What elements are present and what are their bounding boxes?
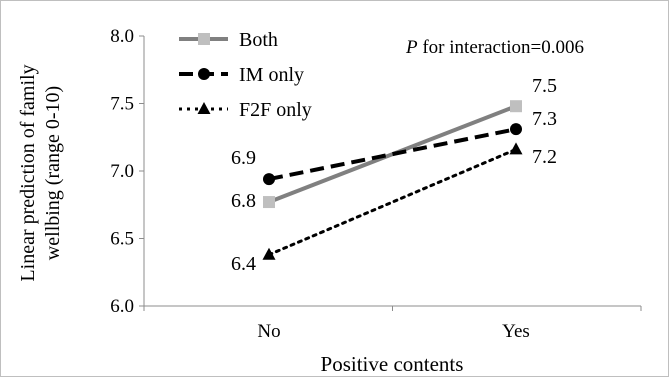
series-circle	[263, 123, 522, 186]
series-line	[268, 127, 517, 182]
interaction-annotation: P for interaction=0.006	[405, 37, 584, 58]
data-point-marker	[263, 196, 275, 209]
data-label: 7.5	[532, 75, 557, 97]
data-label: 7.3	[532, 108, 557, 130]
data-label: 6.9	[231, 147, 256, 169]
legend-item: F2F only	[179, 99, 312, 121]
data-label: 6.4	[231, 253, 256, 275]
legend-swatch-marker	[198, 33, 210, 45]
legend-label: F2F only	[239, 99, 312, 121]
x-tick-label: Yes	[502, 321, 530, 342]
data-labels: 6.8 7.5 6.9 7.3 6.4 7.2	[231, 75, 557, 275]
annotation-text: for interaction=0.006	[418, 37, 584, 58]
y-tick-label: 7.0	[110, 161, 134, 182]
legend-item: Both	[179, 29, 278, 51]
y-tick-label: 6.0	[110, 296, 134, 317]
y-axis-label-line-2: wellbing (range 0-10)	[42, 86, 64, 260]
y-tick-label: 7.5	[110, 94, 134, 115]
x-axis-label: Positive contents	[321, 352, 464, 376]
series-layer	[262, 100, 523, 260]
data-label: 6.8	[231, 190, 256, 212]
data-point-marker	[263, 173, 275, 186]
annotation-p: P	[405, 37, 418, 58]
y-axis-label-line-1: Linear prediction of family	[17, 64, 39, 281]
axes: 6.0 6.5 7.0 7.5 8.0 No Yes	[110, 26, 642, 342]
data-point-marker	[509, 142, 523, 155]
data-point-marker	[510, 123, 522, 136]
legend-item: IM only	[179, 64, 304, 86]
legend-swatch-marker	[198, 68, 210, 80]
series-triangle	[262, 142, 523, 260]
data-point-marker	[262, 247, 276, 260]
legend-label: Both	[239, 29, 278, 51]
y-tick-label: 6.5	[110, 229, 134, 250]
legend-label: IM only	[239, 64, 304, 86]
y-axis-label: Linear prediction of family wellbing (ra…	[17, 64, 64, 281]
legend: Both IM only F2F only	[179, 29, 312, 121]
legend-swatch-marker	[197, 102, 211, 114]
y-tick-label: 8.0	[110, 26, 134, 47]
data-point-marker	[510, 100, 522, 113]
x-tick-label: No	[257, 321, 280, 342]
series-line	[267, 147, 518, 257]
data-label: 7.2	[532, 146, 557, 168]
